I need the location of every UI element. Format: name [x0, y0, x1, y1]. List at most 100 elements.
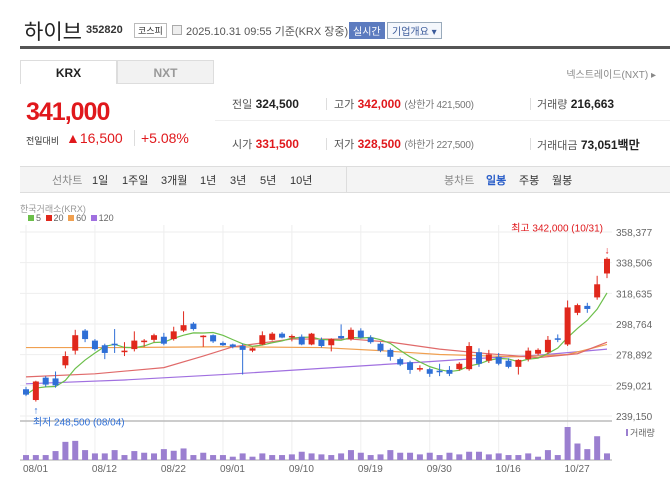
high-price: 고가 342,000 (상한가 421,500)	[334, 96, 526, 112]
candle-body	[535, 349, 542, 354]
volume-bar	[377, 454, 384, 460]
period-1d[interactable]: 1일	[92, 175, 109, 187]
volume: 거래량 216,663	[537, 96, 614, 112]
volume-bar	[495, 453, 502, 460]
y-tick-label: 278,892	[616, 351, 653, 362]
volume-bar	[466, 451, 473, 460]
realtime-button[interactable]: 실시간	[349, 22, 385, 39]
candle-chart-label: 봉차트	[444, 175, 475, 187]
candle-body	[131, 340, 138, 350]
y-tick-label: 239,150	[616, 412, 653, 423]
prev-label: 전일	[232, 99, 253, 111]
volume-bar	[446, 452, 453, 460]
min-price-note: 최저 248,500 (08/04)	[33, 417, 125, 429]
candle-monthly[interactable]: 월봉	[552, 175, 573, 187]
volume-bar	[121, 455, 128, 460]
candle-body	[544, 339, 551, 353]
legend-swatch-ma20	[45, 215, 52, 221]
volume-bar	[564, 427, 571, 460]
ma-legend: 5 20 60 120	[26, 213, 114, 223]
period-5y[interactable]: 5년	[260, 175, 277, 187]
candle-body	[298, 336, 305, 345]
lower-limit: (하한가 227,500)	[404, 140, 474, 151]
candle-body	[170, 331, 177, 340]
volume-bar	[604, 453, 610, 460]
legend-swatch-ma5	[28, 215, 34, 221]
change-label: 전일대비	[26, 136, 60, 146]
quote-datetime: 2025.10.31 09:55 기준(KRX 장중)	[186, 26, 349, 38]
candle-body	[269, 333, 276, 340]
period-3m[interactable]: 3개월	[161, 175, 188, 187]
legend-swatch-ma120	[90, 215, 97, 221]
volume-bar	[288, 454, 295, 460]
volume-bar	[475, 451, 482, 460]
open-label: 시가	[232, 139, 253, 151]
volume-bar	[544, 450, 551, 460]
legend-ma20: 20	[53, 213, 64, 223]
volume-bar	[347, 450, 354, 460]
candle-body	[91, 340, 98, 350]
tab-krx[interactable]: KRX	[20, 60, 117, 84]
volume-bar	[416, 454, 423, 460]
candle-body	[111, 343, 118, 346]
period-10y[interactable]: 10년	[290, 175, 313, 187]
nxt-link[interactable]: 넥스트레이드(NXT) ▸	[566, 70, 656, 81]
legend-ma60: 60	[76, 213, 87, 223]
chart-toolbar	[20, 166, 670, 193]
candle-body	[397, 359, 404, 365]
open-value: 331,500	[255, 137, 299, 151]
candle-body	[52, 378, 59, 386]
candle-daily[interactable]: 일봉	[486, 175, 507, 187]
volume-bar	[279, 455, 286, 460]
period-1y[interactable]: 1년	[200, 175, 217, 187]
volume-bar	[367, 455, 374, 460]
period-1w[interactable]: 1주일	[122, 175, 149, 187]
volume-bar	[170, 450, 177, 460]
candle-body	[190, 323, 197, 330]
volume-bar	[180, 448, 187, 460]
candle-body	[515, 359, 522, 367]
candle-body	[101, 345, 108, 353]
prev-value: 324,500	[255, 97, 299, 111]
candle-body	[525, 350, 532, 360]
candle-body	[279, 333, 286, 338]
volume-bar	[210, 455, 217, 460]
candle-body	[367, 337, 374, 343]
volume-bar	[259, 453, 266, 460]
trade-amount: 거래대금 73,051백만	[537, 136, 640, 153]
volume-bar	[574, 443, 581, 460]
change-percent: +5.08%	[134, 130, 189, 146]
chart-source: 한국거래소(KRX)	[20, 204, 86, 214]
candle-weekly[interactable]: 주봉	[519, 175, 540, 187]
volume-bar	[328, 455, 335, 460]
candle-body	[377, 343, 384, 351]
volume-bar	[32, 455, 39, 460]
y-tick-label: 358,377	[616, 228, 653, 239]
volume-bar	[62, 441, 69, 460]
volume-bar	[239, 453, 246, 460]
high-label: 고가	[334, 99, 355, 111]
candle-body	[210, 335, 217, 342]
volume-bar	[229, 456, 236, 460]
candle-body	[554, 338, 561, 340]
high-value: 342,000	[357, 97, 401, 111]
candle-body	[82, 330, 89, 340]
volume-legend-swatch	[626, 429, 628, 436]
candle-body	[318, 339, 325, 347]
volume-bar	[72, 440, 79, 460]
candle-body	[121, 350, 128, 353]
period-3y[interactable]: 3년	[230, 175, 247, 187]
volume-bar	[407, 452, 414, 460]
stock-code: 352820	[86, 24, 123, 36]
x-tick-label: 10/27	[565, 464, 590, 475]
volume-bar	[200, 452, 207, 460]
company-info-dropdown[interactable]: 기업개요 ▾	[387, 22, 442, 39]
low-label: 저가	[334, 139, 355, 151]
x-tick-label: 09/19	[358, 464, 383, 475]
min-arrow-icon: ↑	[33, 406, 38, 417]
tab-nxt[interactable]: NXT	[117, 60, 214, 84]
volume-bar	[111, 450, 118, 460]
volume-bar	[594, 436, 601, 460]
prev-close: 전일 324,500	[232, 96, 299, 112]
